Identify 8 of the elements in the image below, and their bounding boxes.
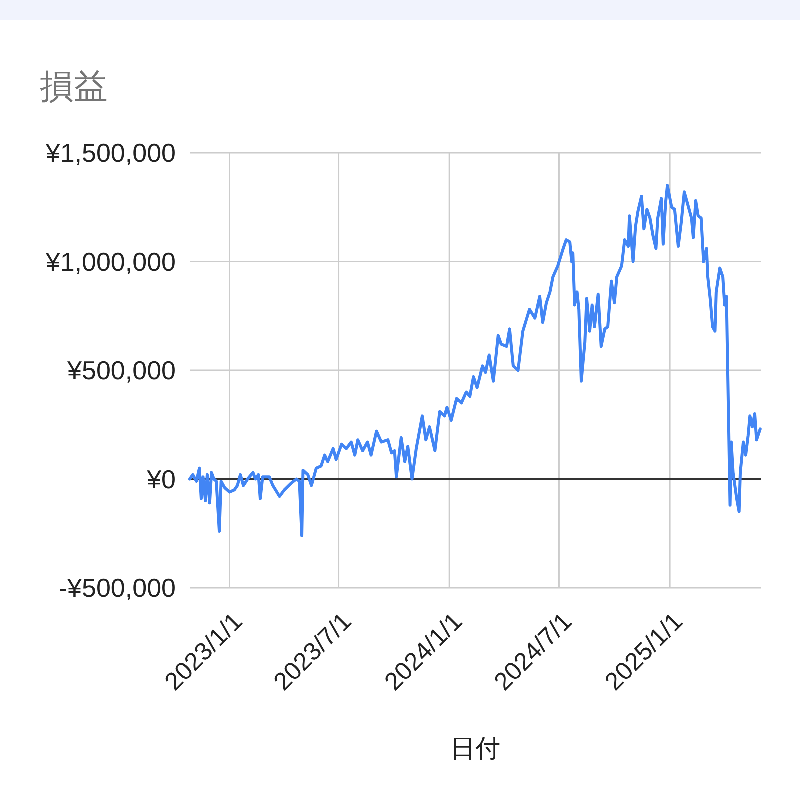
line-series [188, 184, 762, 538]
y-tick-label: ¥1,500,000 [44, 138, 176, 168]
chart-title: 損益 [40, 68, 108, 106]
x-axis-title: 日付 [450, 735, 500, 763]
y-tick-label: ¥0 [146, 464, 176, 494]
y-tick-label: ¥500,000 [66, 356, 176, 386]
y-tick-label: -¥500,000 [58, 573, 176, 604]
y-tick-label: ¥1,000,000 [44, 246, 176, 277]
